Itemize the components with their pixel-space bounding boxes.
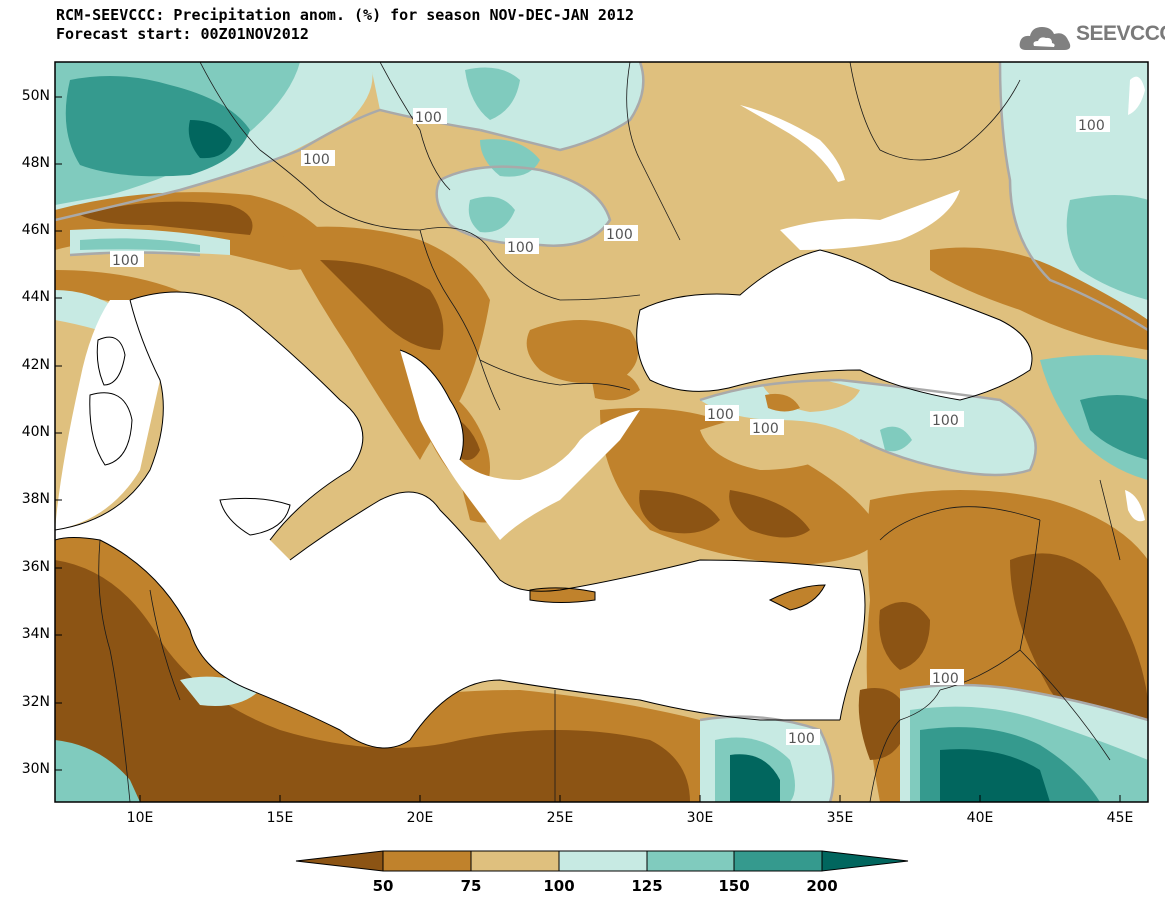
lat-label: 30N: [21, 761, 50, 777]
coastlines: [55, 249, 1033, 749]
colorbar-segment-50-75: [382, 850, 472, 872]
country-borders: [98, 62, 1121, 802]
lon-label: 45E: [1106, 810, 1134, 826]
seevccc-logo: SEEVCCC: [1018, 20, 1165, 60]
colorbar-label: 100: [543, 877, 575, 895]
colorbar-label: 75: [460, 877, 482, 895]
lon-label: 25E: [546, 810, 574, 826]
map-title: RCM-SEEVCCC: Precipitation anom. (%) for…: [56, 6, 634, 24]
lon-label: 15E: [266, 810, 294, 826]
colorbar-segment-75-100: [470, 850, 560, 872]
contour-label: 100: [415, 110, 442, 126]
contour-label: 100: [788, 731, 815, 747]
colorbar-segment-125-150: [646, 850, 735, 872]
forecast-start: Forecast start: 00Z01NOV2012: [56, 25, 309, 43]
lat-label: 46N: [21, 222, 50, 238]
lat-label: 50N: [21, 88, 50, 104]
colorbar-label: 125: [631, 877, 663, 895]
contour-label: 100: [932, 671, 959, 687]
lat-label: 42N: [21, 357, 50, 373]
colorbar: [295, 850, 909, 872]
lat-label: 40N: [21, 424, 50, 440]
contour-label: 100: [932, 413, 959, 429]
colorbar-segment-150-200: [733, 850, 823, 872]
logo-text: SEEVCCC: [1076, 22, 1165, 45]
cloud-icon: [1019, 27, 1071, 50]
lon-label: 20E: [406, 810, 434, 826]
lat-label: 34N: [21, 626, 50, 642]
lat-label: 32N: [21, 694, 50, 710]
axis-ticks: [55, 96, 1121, 802]
contour-label: 100: [507, 240, 534, 256]
map-frame: [54, 61, 1149, 803]
lat-label: 36N: [21, 559, 50, 575]
lat-label: 48N: [21, 155, 50, 171]
contour-label: 100: [752, 421, 779, 437]
colorbar-segment-gt200: [821, 850, 909, 872]
lat-label: 44N: [21, 289, 50, 305]
colorbar-segment-lt50: [295, 850, 384, 872]
black-sea: [636, 250, 1032, 400]
lon-label: 40E: [966, 810, 994, 826]
contour-label: 100: [1078, 118, 1105, 134]
lat-label: 38N: [21, 491, 50, 507]
colorbar-segment-100-125: [558, 850, 648, 872]
lon-label: 10E: [126, 810, 154, 826]
lon-label: 30E: [686, 810, 714, 826]
contour-label: 100: [707, 407, 734, 423]
mediterranean-sea: [55, 292, 865, 748]
lon-label: 35E: [826, 810, 854, 826]
colorbar-label: 50: [372, 877, 394, 895]
contour-label: 100: [112, 253, 139, 269]
colorbar-label: 200: [806, 877, 838, 895]
colorbar-label: 150: [718, 877, 750, 895]
contour-label: 100: [303, 152, 330, 168]
contour-labels: 100 100 100 100 100 100 100 100 100 100 …: [110, 108, 1110, 747]
contour-label: 100: [606, 227, 633, 243]
